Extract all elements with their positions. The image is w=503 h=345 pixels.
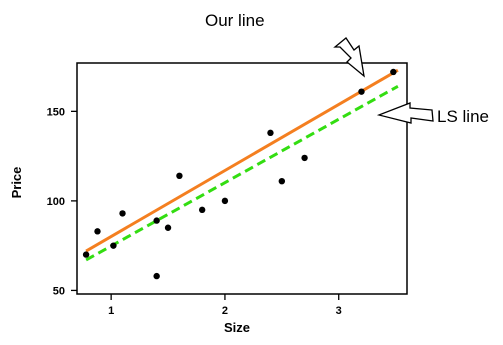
data-point [267,129,274,137]
axes-layer: 1 2 3 50 100 150 Size Price [9,106,342,335]
data-point [221,197,229,205]
data-point [198,206,206,214]
data-point [153,272,160,280]
data-point [94,228,101,235]
arrows-layer [333,37,434,124]
hollow-arrow-icon [333,37,365,78]
data-point [301,154,308,162]
y-tick-label: 100 [47,196,65,208]
x-tick-label: 1 [108,305,114,317]
data-point [110,242,117,249]
x-tick-label: 3 [336,305,342,317]
hollow-arrow-icon [376,102,434,124]
data-point [278,177,286,185]
x-tick-label: 2 [222,305,228,317]
data-point [164,224,172,231]
annotation-our-line: Our line [205,11,265,30]
data-point [153,217,160,224]
y-axis-label: Price [9,167,24,199]
plot-frame [76,62,408,295]
data-point [390,68,397,76]
data-point [358,88,365,95]
ls-line [85,84,399,262]
annotation-ls-line: LS line [437,107,489,126]
y-tick-label: 50 [53,285,65,297]
data-point [119,210,126,217]
x-axis-label: Size [224,320,250,335]
data-point [82,251,90,258]
y-tick-label: 150 [47,106,65,118]
data-point [176,172,183,180]
lines-layer [85,68,399,262]
our-line [85,68,399,253]
points-layer [82,68,397,280]
